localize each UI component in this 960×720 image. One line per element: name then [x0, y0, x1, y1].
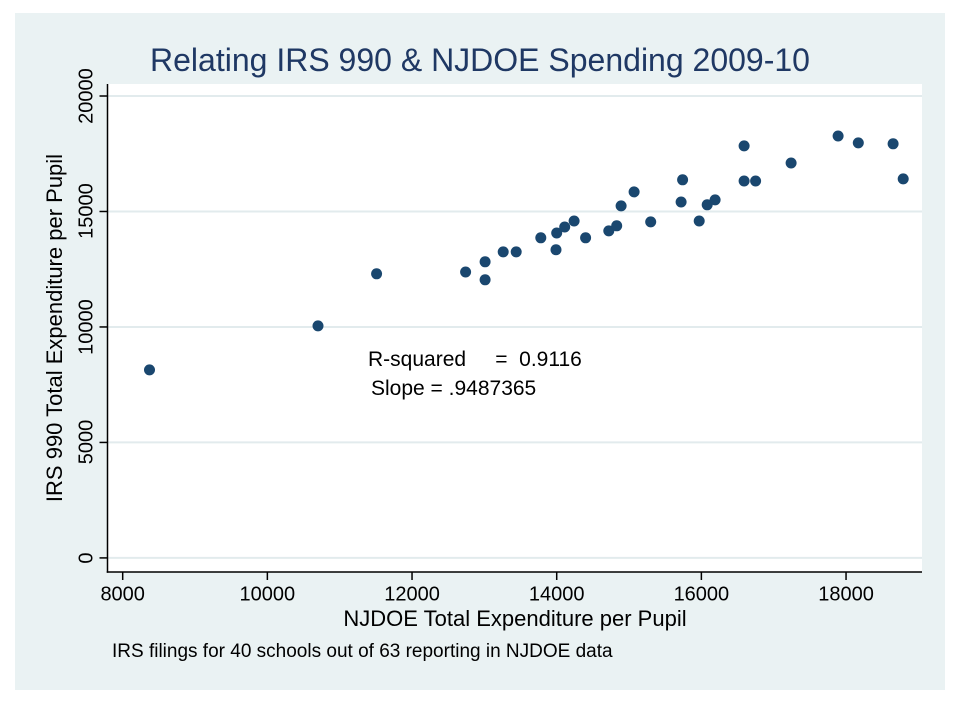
x-tick-label: 16000	[673, 583, 730, 606]
data-point	[738, 175, 750, 187]
data-point	[628, 186, 640, 198]
data-point	[497, 246, 509, 258]
data-point	[460, 266, 472, 278]
data-point	[144, 364, 155, 376]
data-point	[645, 216, 657, 228]
y-axis-title: IRS 990 Total Expenditure per Pupil	[42, 153, 67, 503]
y-tick-label: 5000	[75, 420, 98, 465]
data-point	[550, 244, 562, 256]
data-point	[510, 246, 522, 258]
x-tick-label: 18000	[818, 583, 874, 606]
plot-region	[107, 84, 922, 572]
data-point	[677, 174, 689, 186]
x-tick-label: 8000	[100, 583, 145, 606]
x-tick-label: 12000	[384, 583, 440, 606]
data-point	[312, 320, 324, 332]
data-point	[693, 215, 705, 227]
source-note: IRS filings for 40 schools out of 63 rep…	[112, 641, 613, 662]
x-tick-label: 10000	[239, 583, 296, 606]
data-point	[559, 221, 571, 233]
data-point	[551, 227, 563, 239]
data-point	[479, 256, 491, 268]
data-point	[785, 157, 797, 169]
data-point	[709, 194, 721, 206]
data-point	[701, 199, 713, 211]
x-axis-title: NJDOE Total Expenditure per Pupil	[343, 606, 687, 631]
data-point	[897, 173, 909, 185]
chart-title: Relating IRS 990 & NJDOE Spending 2009-1…	[150, 42, 810, 78]
data-point	[675, 196, 687, 208]
x-tick-label: 14000	[528, 583, 585, 606]
data-point	[371, 268, 383, 280]
y-tick-label: 20000	[75, 68, 98, 124]
data-point	[568, 215, 580, 227]
data-point	[479, 274, 491, 286]
data-point	[750, 175, 762, 187]
r-squared-annotation: R-squared = 0.9116	[368, 348, 582, 371]
data-point	[580, 232, 592, 244]
slope-annotation: Slope = .9487365	[371, 377, 537, 400]
data-point	[615, 200, 627, 212]
data-point	[887, 138, 899, 150]
data-point	[535, 232, 547, 244]
data-point	[832, 130, 844, 142]
data-point	[603, 225, 615, 237]
y-tick-label: 15000	[75, 183, 98, 240]
data-point	[611, 220, 623, 232]
data-point	[738, 140, 750, 152]
y-tick-label: 10000	[75, 299, 98, 355]
data-point	[852, 137, 864, 149]
y-tick-label: 0	[75, 552, 98, 564]
